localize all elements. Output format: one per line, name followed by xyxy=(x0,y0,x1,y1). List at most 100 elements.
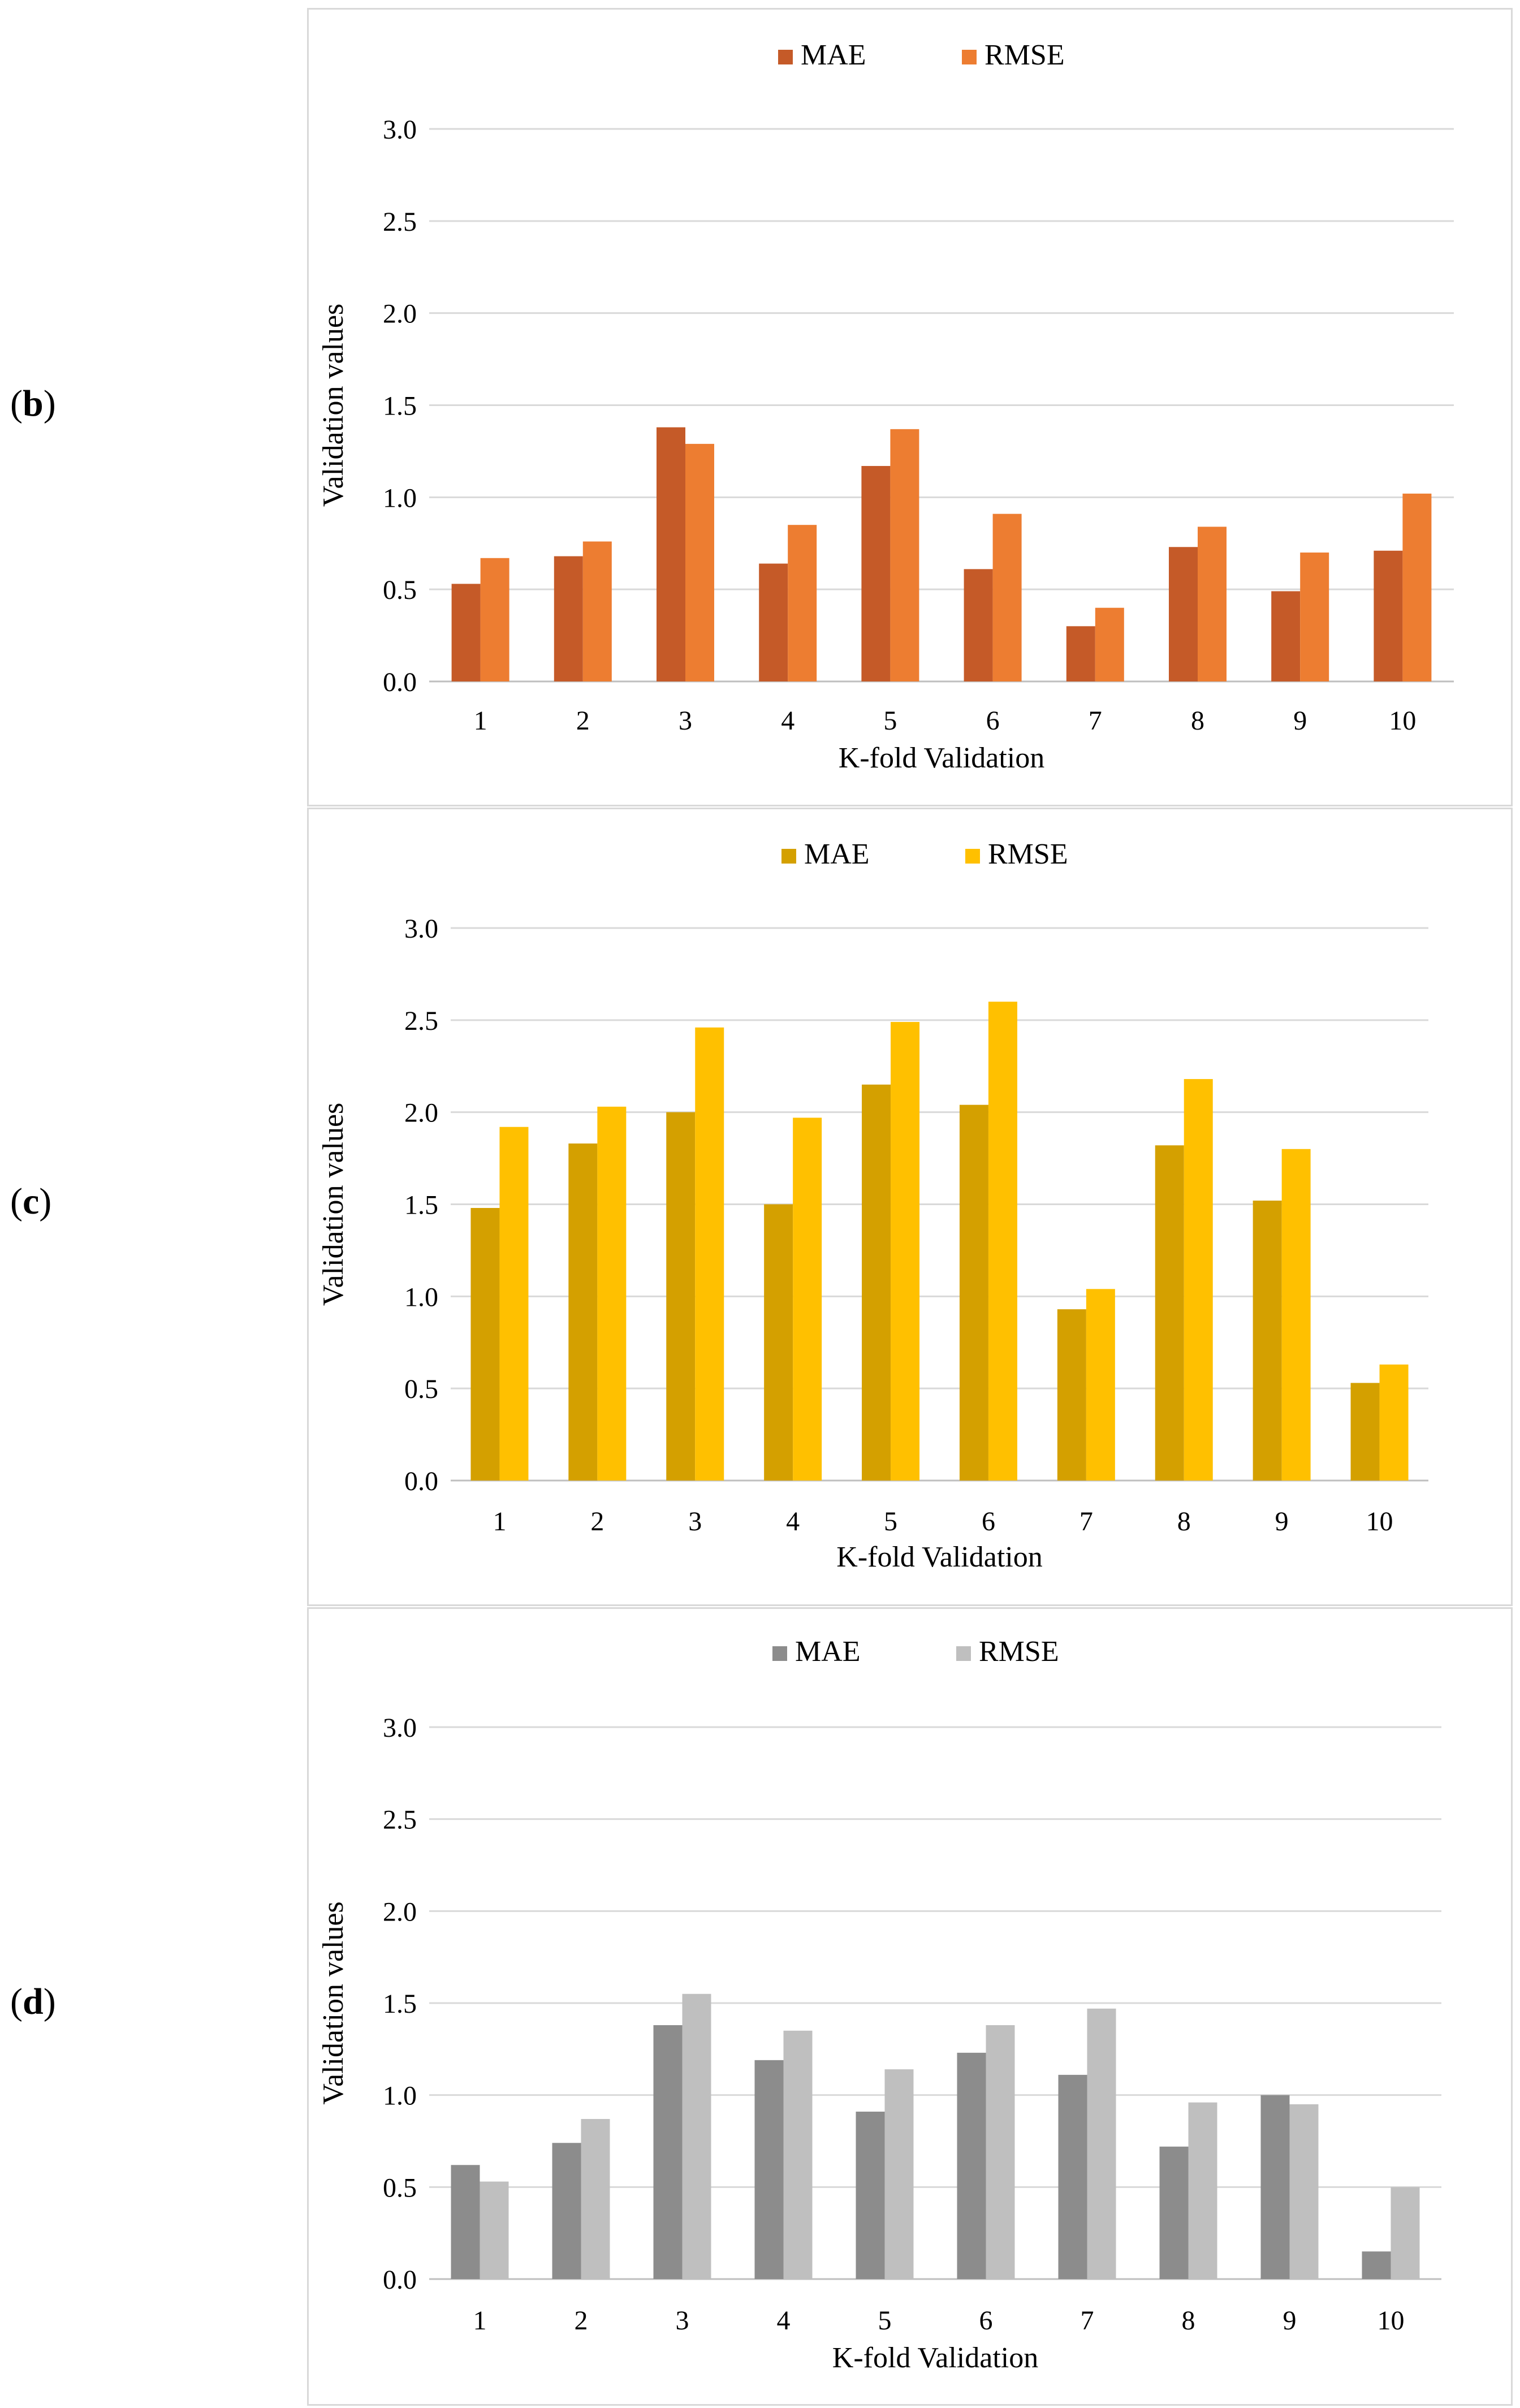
x-tick-label: 1 xyxy=(473,2306,487,2336)
legend-label-rmse: RMSE xyxy=(988,838,1068,870)
y-tick-label: 0.0 xyxy=(383,667,417,697)
panel-label-d: (d) xyxy=(10,1981,56,2022)
y-axis-title: Validation values xyxy=(317,1901,349,2105)
bar-rmse-6 xyxy=(988,1002,1017,1481)
x-tick-label: 1 xyxy=(493,1507,506,1537)
bar-rmse-9 xyxy=(1289,2104,1319,2279)
y-tick-label: 1.0 xyxy=(383,2081,417,2111)
bar-rmse-2 xyxy=(597,1106,627,1481)
bar-mae-7 xyxy=(1057,1309,1086,1481)
bar-rmse-5 xyxy=(884,2069,914,2279)
x-tick-label: 8 xyxy=(1182,2306,1195,2336)
bar-chart-d: 0.0 0.5 1.0 1.5 2.0 2.5 3.0 1 2 3 4 5 6 7 8 9 10 MAE RMSE K… xyxy=(317,1635,1441,2374)
bar-rmse-3 xyxy=(682,1993,711,2279)
bar-mae-2 xyxy=(568,1143,598,1481)
x-tick-label: 10 xyxy=(1378,2306,1405,2336)
bar-rmse-8 xyxy=(1198,527,1227,681)
bar-rmse-6 xyxy=(992,513,1022,681)
y-tick-label: 3.0 xyxy=(383,1713,417,1743)
x-tick-label: 10 xyxy=(1366,1507,1393,1537)
bar-mae-3 xyxy=(666,1112,696,1481)
x-tick-label: 5 xyxy=(884,1507,897,1537)
bar-mae-4 xyxy=(764,1204,793,1481)
bar-rmse-8 xyxy=(1184,1079,1213,1481)
panel-label-b: (b) xyxy=(10,383,56,424)
bar-mae-8 xyxy=(1155,1145,1184,1481)
bar-mae-10 xyxy=(1374,550,1403,681)
y-tick-label: 2.5 xyxy=(404,1006,438,1036)
x-tick-label: 4 xyxy=(786,1507,800,1537)
y-axis-title: Validation values xyxy=(317,304,349,507)
x-axis-title: K-fold Validation xyxy=(836,1541,1042,1573)
bar-mae-7 xyxy=(1066,626,1095,681)
x-tick-label: 4 xyxy=(777,2306,791,2336)
x-tick-label: 1 xyxy=(474,706,487,736)
x-tick-label: 9 xyxy=(1293,706,1307,736)
legend-swatch-rmse xyxy=(962,50,977,64)
y-tick-label: 2.0 xyxy=(404,1098,438,1128)
y-tick-label: 3.0 xyxy=(404,914,438,944)
bar-rmse-6 xyxy=(986,2025,1015,2279)
legend-swatch-mae xyxy=(772,1646,787,1661)
bar-rmse-7 xyxy=(1086,1289,1115,1481)
bar-mae-7 xyxy=(1058,2074,1087,2279)
y-tick-label: 0.0 xyxy=(404,1466,438,1496)
y-tick-label: 2.5 xyxy=(383,207,417,237)
y-tick-label: 2.0 xyxy=(383,1897,417,1927)
bar-rmse-2 xyxy=(582,541,612,681)
y-tick-label: 1.5 xyxy=(404,1190,438,1220)
bar-mae-4 xyxy=(754,2060,784,2279)
y-axis-title: Validation values xyxy=(317,1103,349,1306)
y-tick-label: 3.0 xyxy=(383,115,417,145)
bar-rmse-1 xyxy=(480,2181,509,2279)
x-tick-label: 5 xyxy=(883,706,897,736)
bar-mae-9 xyxy=(1271,591,1301,681)
y-tick-label: 0.5 xyxy=(383,575,417,605)
chart-panel-d: 0.0 0.5 1.0 1.5 2.0 2.5 3.0 1 2 3 4 5 6 7 8 9 10 MAE RMSE K… xyxy=(307,1607,1513,2406)
x-axis-title: K-fold Validation xyxy=(832,2342,1038,2374)
bar-rmse-3 xyxy=(695,1027,724,1481)
bar-mae-8 xyxy=(1159,2146,1189,2279)
x-tick-label: 7 xyxy=(1079,1507,1093,1537)
panel-label-c: (c) xyxy=(10,1181,52,1222)
y-tick-label: 1.5 xyxy=(383,391,417,421)
bar-mae-2 xyxy=(554,556,583,681)
bar-mae-5 xyxy=(862,1084,891,1481)
bar-rmse-7 xyxy=(1095,607,1124,681)
y-tick-label: 0.5 xyxy=(404,1374,438,1404)
x-tick-label: 2 xyxy=(590,1507,604,1537)
bar-rmse-2 xyxy=(581,2118,610,2279)
legend-label-rmse: RMSE xyxy=(984,39,1065,71)
bar-mae-1 xyxy=(470,1208,500,1481)
x-tick-label: 7 xyxy=(1081,2306,1094,2336)
legend-swatch-mae xyxy=(778,50,793,64)
x-tick-label: 5 xyxy=(878,2306,892,2336)
x-tick-label: 2 xyxy=(576,706,590,736)
y-tick-label: 2.0 xyxy=(383,299,417,329)
legend-swatch-rmse xyxy=(965,849,980,864)
x-tick-label: 8 xyxy=(1177,1507,1191,1537)
bar-chart-c: 0.0 0.5 1.0 1.5 2.0 2.5 3.0 1 2 3 4 5 6 7 8 9 10 MAE RMSE K… xyxy=(317,838,1428,1573)
x-tick-label: 3 xyxy=(688,1507,702,1537)
x-tick-label: 6 xyxy=(982,1507,995,1537)
x-tick-label: 8 xyxy=(1191,706,1204,736)
bar-chart-b: 0.0 0.5 1.0 1.5 2.0 2.5 3.0 1 2 3 4 5 6 7 8 9 10 MAE RMSE K… xyxy=(317,39,1454,774)
y-tick-label: 1.0 xyxy=(383,483,417,513)
bar-rmse-10 xyxy=(1379,1364,1409,1481)
x-tick-label: 10 xyxy=(1389,706,1416,736)
legend-swatch-rmse xyxy=(956,1646,971,1661)
bar-rmse-10 xyxy=(1402,493,1432,681)
x-tick-label: 3 xyxy=(679,706,692,736)
x-tick-label: 9 xyxy=(1283,2306,1297,2336)
bar-mae-5 xyxy=(861,465,891,681)
bar-mae-6 xyxy=(964,569,993,681)
bar-rmse-5 xyxy=(890,429,919,681)
legend-label-rmse: RMSE xyxy=(979,1635,1059,1668)
y-tick-label: 0.5 xyxy=(383,2173,417,2203)
y-tick-label: 1.5 xyxy=(383,1989,417,2019)
x-tick-label: 9 xyxy=(1275,1507,1289,1537)
bar-mae-3 xyxy=(653,2025,683,2279)
bar-mae-4 xyxy=(759,563,788,681)
bar-rmse-1 xyxy=(480,558,509,681)
y-tick-label: 1.0 xyxy=(404,1282,438,1312)
